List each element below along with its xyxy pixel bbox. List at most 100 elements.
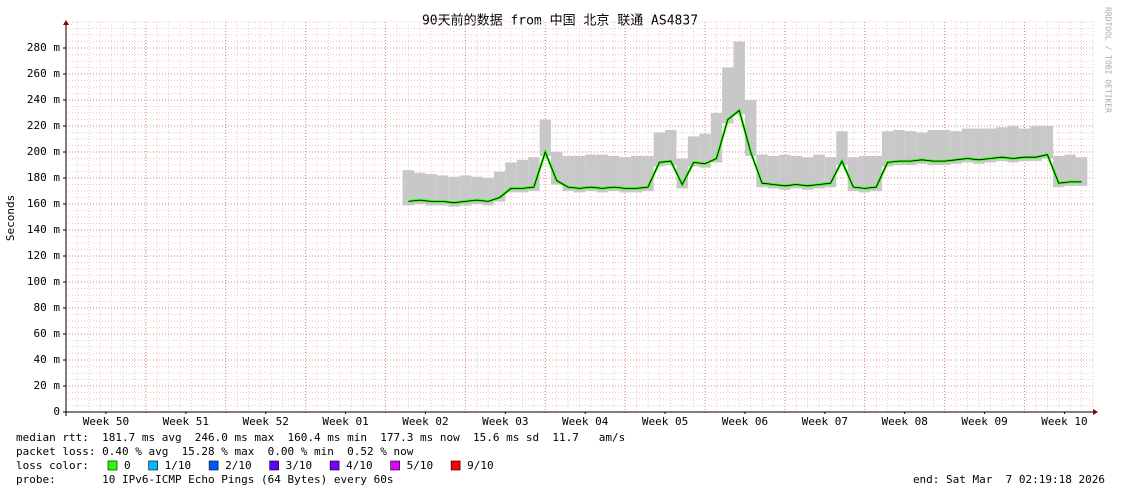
smoke: [539, 119, 551, 156]
smoke: [653, 132, 666, 167]
y-tick-label: 220 m: [27, 119, 60, 132]
smoke: [687, 136, 700, 167]
x-tick-label: Week 01: [322, 415, 368, 428]
smoke: [699, 133, 711, 168]
smoke: [870, 155, 882, 192]
y-axis-label: Seconds: [4, 195, 17, 241]
y-tick-label: 200 m: [27, 145, 60, 158]
y-tick-label: 0: [53, 405, 60, 418]
smoke: [528, 157, 540, 192]
loss-name: 3/10: [286, 459, 313, 472]
smoke: [1007, 126, 1019, 163]
x-tick-label: Week 10: [1041, 415, 1087, 428]
x-tick-label: Week 06: [722, 415, 768, 428]
smoke: [573, 155, 586, 193]
smoke: [859, 155, 871, 193]
smoke: [448, 176, 460, 207]
smoke: [916, 132, 928, 164]
y-tick-label: 240 m: [27, 93, 60, 106]
stats-line: packet loss: 0.40 % avg 15.28 % max 0.00…: [16, 445, 414, 458]
median-line-core: [408, 109, 1082, 204]
axes: [63, 20, 1098, 416]
smoke: [938, 129, 951, 166]
y-tick-label: 280 m: [27, 41, 60, 54]
loss-swatch: [208, 460, 219, 471]
legend: median rtt: 181.7 ms avg 246.0 ms max 16…: [16, 431, 1105, 486]
x-tick-label: Week 04: [562, 415, 609, 428]
smoke: [414, 172, 426, 205]
plot: [402, 41, 1088, 207]
smoke: [836, 131, 848, 166]
x-tick-label: Week 03: [482, 415, 528, 428]
smoke: [493, 171, 506, 202]
smoke: [1075, 157, 1088, 186]
smoke: [802, 157, 814, 190]
smoke: [767, 155, 780, 189]
loss-swatch: [450, 460, 461, 471]
x-tick-label: Week 09: [961, 415, 1007, 428]
smoke: [550, 152, 563, 185]
smoke: [516, 159, 529, 193]
smoke: [744, 100, 757, 156]
smoke: [471, 176, 483, 205]
loss-swatch: [329, 460, 340, 471]
smoke: [1030, 126, 1042, 162]
smoke: [1053, 155, 1065, 188]
smoke: [676, 158, 688, 189]
probe: probe: 10 IPv6-ICMP Echo Pings (64 Bytes…: [16, 473, 394, 486]
loss-name: 2/10: [225, 459, 252, 472]
y-arrow: [63, 20, 69, 25]
stats-line: median rtt: 181.7 ms avg 246.0 ms max 16…: [16, 431, 625, 444]
loss-name: 0: [124, 459, 131, 472]
smoke: [505, 162, 517, 193]
loss-label: loss color:: [16, 459, 89, 472]
loss-name: 5/10: [407, 459, 434, 472]
loss-swatch: [107, 460, 118, 471]
smoke: [950, 131, 962, 164]
end-time: end: Sat Mar 7 02:19:18 2026: [913, 473, 1105, 486]
y-tick-label: 140 m: [27, 223, 60, 236]
smoke: [756, 154, 768, 188]
smoke: [710, 113, 723, 163]
y-tick-label: 180 m: [27, 171, 60, 184]
loss-swatch: [390, 460, 400, 471]
smoke: [847, 157, 860, 192]
x-tick-label: Week 08: [882, 415, 928, 428]
smoke: [893, 129, 905, 166]
y-tick-label: 60 m: [34, 327, 61, 340]
smoke: [779, 154, 791, 190]
loss-name: 4/10: [346, 459, 373, 472]
y-tick-label: 260 m: [27, 67, 60, 80]
smoke: [459, 175, 472, 206]
smoke: [722, 67, 734, 124]
smoke: [984, 128, 997, 163]
smoke: [824, 157, 837, 188]
x-tick-label: Week 50: [83, 415, 129, 428]
smoke: [927, 129, 939, 166]
smoke: [1064, 154, 1076, 186]
x-tick-label: Week 07: [802, 415, 848, 428]
smoke: [596, 154, 609, 193]
smoke: [1041, 126, 1054, 159]
smoke: [619, 157, 631, 193]
loss-swatch: [269, 460, 279, 471]
x-tick-label: Week 52: [243, 415, 289, 428]
smoke: [436, 175, 449, 206]
smoke: [961, 128, 974, 163]
chart-title: 90天前的数据 from 中国 北京 联通 AS4837: [422, 13, 698, 29]
y-tick-label: 160 m: [27, 197, 60, 210]
y-tick-label: 20 m: [34, 379, 61, 392]
x-arrow: [1093, 409, 1098, 415]
smoke: [733, 41, 745, 115]
smoke: [665, 129, 677, 166]
smoke: [813, 154, 825, 189]
x-tick-label: Week 51: [163, 415, 209, 428]
smoke: [1018, 128, 1031, 162]
y-tick-label: 40 m: [34, 353, 61, 366]
smoke: [996, 127, 1008, 162]
smoke: [482, 178, 494, 206]
smoke: [904, 131, 917, 166]
loss-name: 1/10: [165, 459, 192, 472]
loss-swatch: [148, 460, 158, 471]
